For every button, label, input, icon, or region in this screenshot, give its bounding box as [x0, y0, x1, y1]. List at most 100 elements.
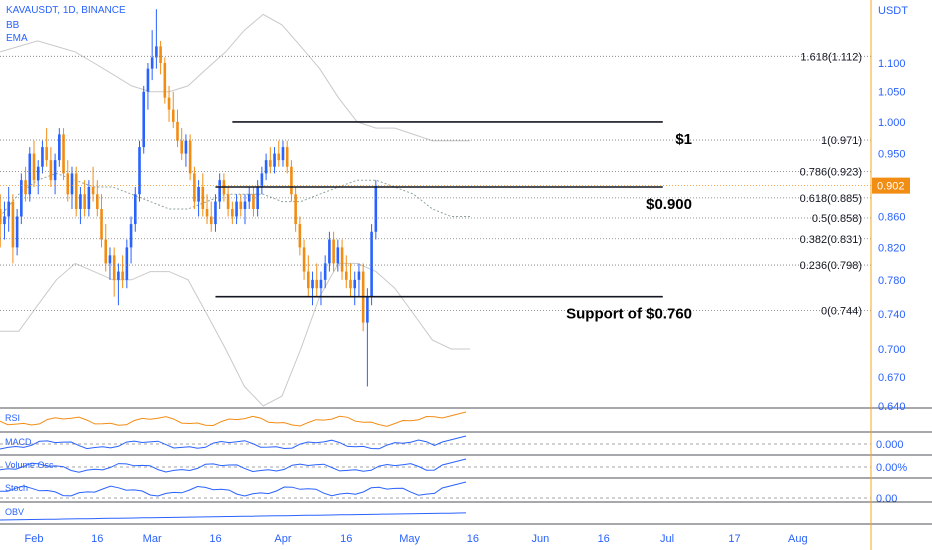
pane-label: Volume Osc: [5, 460, 54, 470]
candle-body: [3, 216, 6, 225]
candle-body: [180, 140, 183, 154]
candle-body: [0, 208, 2, 225]
fib-label: 0.5(0.858): [812, 213, 862, 225]
candle-body: [218, 180, 221, 202]
bb-upper-band: [0, 13, 470, 142]
candle-body: [53, 160, 57, 181]
candle-body: [121, 271, 124, 280]
candle-body: [319, 279, 323, 289]
candle-body: [197, 187, 200, 202]
time-tick-label: 16: [598, 533, 610, 545]
price-tick-label: 0.700: [878, 344, 906, 356]
time-tick-label: May: [399, 533, 420, 545]
candle-body: [323, 263, 327, 280]
candle-body: [66, 173, 70, 195]
time-tick-label: Jul: [660, 533, 674, 545]
candle-body: [370, 231, 373, 297]
candle-body: [260, 173, 264, 187]
pane-indicator-line: [0, 435, 467, 450]
price-tick-label: 1.050: [878, 87, 906, 99]
candle-body: [58, 134, 61, 161]
candle-body: [188, 140, 192, 174]
price-tick-label: 1.000: [878, 117, 906, 129]
candle-body: [209, 216, 213, 225]
candle-body: [7, 201, 10, 217]
price-tick-label: 0.860: [878, 211, 906, 223]
candle-body: [133, 194, 137, 225]
price-tick-label: 0.820: [878, 242, 906, 254]
candle-body: [167, 97, 171, 110]
price-tick-label: 0.740: [878, 309, 906, 321]
ema-line: [0, 172, 470, 217]
candle-body: [307, 271, 310, 289]
candle-body: [91, 187, 95, 195]
time-tick-label: 16: [467, 533, 479, 545]
candle-body: [108, 255, 112, 264]
candle-body: [214, 201, 217, 225]
candle-body: [49, 160, 53, 181]
candle-body: [79, 194, 82, 209]
candle-body: [125, 247, 129, 280]
candle-body: [205, 208, 209, 217]
candle-body: [83, 194, 86, 209]
candle-body: [184, 140, 188, 154]
candle-body: [74, 173, 78, 209]
pane-tick-label: 0.00: [876, 493, 897, 505]
candle-body: [159, 46, 162, 63]
candle-body: [163, 63, 167, 98]
candle-body: [239, 201, 243, 209]
time-tick-label: 16: [91, 533, 103, 545]
time-tick-label: 16: [209, 533, 221, 545]
annotation-label: $0.900: [646, 196, 692, 213]
time-axis: Feb 16 Mar 16 Apr 16 May 16 Jun 16 Jul 17 Aug: [25, 533, 808, 545]
candle-body: [36, 166, 40, 181]
bb-indicator-label[interactable]: BB: [6, 20, 20, 31]
price-tick-label: 0.670: [878, 372, 906, 384]
candle-body: [374, 185, 378, 232]
pane-indicator-line: [0, 512, 467, 521]
candle-body: [311, 279, 314, 289]
pane-tick-label: 0.000: [876, 439, 904, 451]
candle-body: [70, 173, 74, 195]
candle-body: [11, 201, 15, 248]
pane-indicator-line: [0, 411, 467, 427]
candle-body: [264, 160, 268, 174]
candle-body: [15, 216, 19, 248]
candle-body: [273, 153, 276, 167]
candle-body: [129, 224, 133, 248]
candle-body: [235, 201, 238, 217]
candle-body: [252, 194, 255, 209]
candle-body: [357, 271, 361, 280]
current-price-badge: [872, 177, 910, 194]
ema-indicator-label[interactable]: EMA: [6, 33, 28, 44]
candle-body: [302, 247, 306, 272]
candle-body: [171, 109, 175, 122]
price-axis: 0.6400.6700.7000.7400.7800.8200.8600.900…: [0, 0, 910, 550]
time-tick-label: Apr: [274, 533, 291, 545]
chart-title: KAVAUSDT, 1D, BINANCE: [6, 5, 126, 16]
candle-body: [344, 271, 348, 280]
candle-body: [87, 187, 91, 209]
candle-body: [146, 68, 150, 92]
candles: [0, 9, 378, 387]
candle-body: [340, 247, 344, 272]
candle-body: [290, 166, 293, 195]
price-tick-label: 0.780: [878, 275, 906, 287]
currency-label: USDT: [878, 5, 908, 17]
candle-body: [24, 180, 27, 195]
candle-body: [100, 208, 103, 240]
candle-body: [243, 201, 247, 209]
candle-body: [336, 247, 340, 264]
candle-body: [256, 187, 259, 209]
time-tick-label: Feb: [25, 533, 44, 545]
bb-lower-band: [0, 262, 470, 407]
bollinger-bands: [0, 13, 470, 407]
candle-body: [112, 255, 116, 280]
candle-body: [28, 153, 32, 195]
time-tick-label: Jun: [532, 533, 550, 545]
time-tick-label: Mar: [143, 533, 162, 545]
fib-label: 1.618(1.112): [800, 51, 862, 63]
candle-body: [138, 147, 141, 195]
pane-tick-label: 0.00%: [876, 462, 907, 474]
